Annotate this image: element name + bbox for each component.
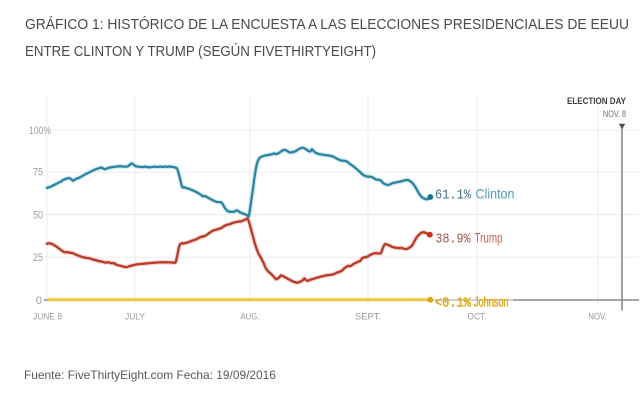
svg-text:61.1%: 61.1% — [435, 189, 472, 204]
svg-text:38.9%: 38.9% — [436, 232, 472, 247]
svg-text:0: 0 — [36, 295, 42, 307]
svg-text:NOV. 8: NOV. 8 — [603, 109, 626, 120]
svg-text:Johnson: Johnson — [474, 294, 509, 310]
svg-text:ELECTION DAY: ELECTION DAY — [567, 96, 627, 107]
svg-text:<0.1%: <0.1% — [435, 297, 472, 312]
svg-text:25: 25 — [33, 252, 43, 264]
svg-text:AUG.: AUG. — [241, 312, 260, 323]
svg-text:NOV.: NOV. — [588, 312, 607, 323]
svg-text:Trump: Trump — [475, 229, 503, 245]
svg-text:JUNE 8: JUNE 8 — [33, 312, 62, 323]
svg-text:SEPT.: SEPT. — [355, 312, 381, 323]
svg-text:Clinton: Clinton — [476, 186, 515, 202]
svg-text:100%: 100% — [29, 125, 51, 137]
svg-text:OCT.: OCT. — [468, 312, 487, 323]
svg-text:75: 75 — [33, 167, 43, 179]
svg-text:JULY: JULY — [125, 312, 146, 323]
svg-text:50: 50 — [33, 210, 43, 222]
